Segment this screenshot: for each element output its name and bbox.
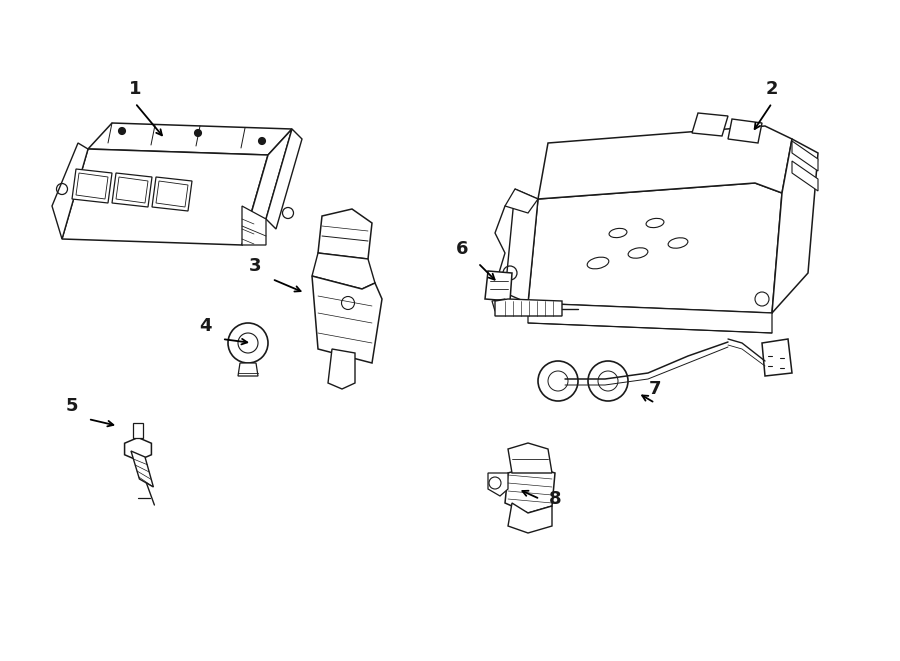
- Text: 1: 1: [129, 80, 141, 98]
- Polygon shape: [528, 183, 782, 313]
- Polygon shape: [124, 438, 151, 461]
- Polygon shape: [318, 209, 372, 259]
- Polygon shape: [692, 113, 728, 136]
- Polygon shape: [495, 299, 562, 316]
- Polygon shape: [116, 177, 148, 203]
- Polygon shape: [492, 299, 508, 311]
- Polygon shape: [728, 119, 762, 143]
- Polygon shape: [772, 139, 818, 313]
- Circle shape: [194, 130, 202, 137]
- Polygon shape: [62, 149, 268, 245]
- Polygon shape: [508, 443, 552, 473]
- Polygon shape: [52, 143, 88, 239]
- Polygon shape: [528, 303, 772, 333]
- Text: 4: 4: [199, 317, 212, 335]
- Polygon shape: [238, 363, 258, 376]
- Polygon shape: [485, 271, 512, 301]
- Text: 6: 6: [455, 240, 468, 258]
- Polygon shape: [312, 253, 375, 289]
- Polygon shape: [328, 349, 355, 389]
- Text: 3: 3: [248, 257, 261, 275]
- Polygon shape: [505, 189, 538, 303]
- Polygon shape: [792, 161, 818, 191]
- Polygon shape: [508, 503, 552, 533]
- Polygon shape: [112, 173, 152, 207]
- Polygon shape: [152, 177, 192, 211]
- Circle shape: [119, 128, 125, 134]
- Polygon shape: [312, 276, 382, 363]
- Polygon shape: [88, 123, 292, 155]
- Text: 5: 5: [66, 397, 78, 415]
- Polygon shape: [762, 339, 792, 376]
- Polygon shape: [131, 451, 153, 487]
- Polygon shape: [505, 466, 555, 513]
- Polygon shape: [505, 189, 538, 213]
- Polygon shape: [156, 181, 188, 207]
- Polygon shape: [538, 126, 792, 199]
- Text: 2: 2: [766, 80, 778, 98]
- Circle shape: [258, 137, 265, 145]
- Polygon shape: [133, 423, 143, 438]
- Polygon shape: [242, 129, 292, 245]
- Polygon shape: [242, 206, 266, 245]
- Polygon shape: [76, 173, 108, 199]
- Polygon shape: [266, 129, 302, 229]
- Polygon shape: [488, 473, 508, 496]
- Text: 7: 7: [649, 380, 662, 398]
- Text: 8: 8: [549, 490, 562, 508]
- Polygon shape: [792, 141, 818, 171]
- Polygon shape: [72, 169, 112, 203]
